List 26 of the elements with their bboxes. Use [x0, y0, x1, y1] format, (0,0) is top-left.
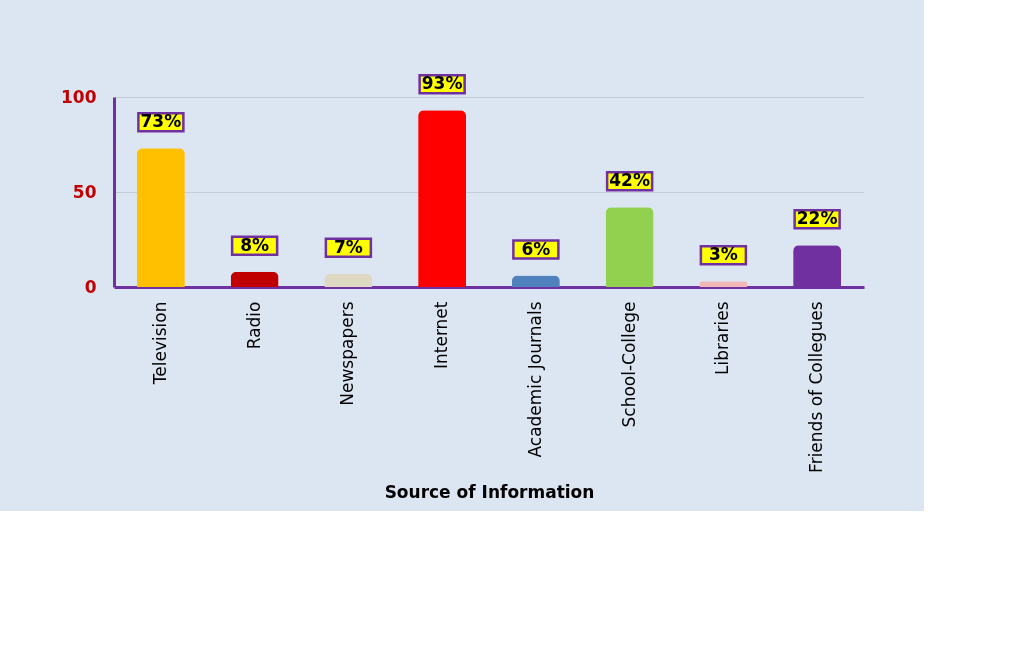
x-tick-label: Libraries — [712, 301, 733, 375]
x-tick-label: School-College — [618, 301, 639, 428]
bar — [230, 271, 279, 287]
data-label: 22% — [796, 208, 838, 229]
bar — [418, 110, 467, 287]
data-label: 93% — [421, 73, 463, 94]
data-label: 73% — [140, 111, 182, 132]
data-label: 42% — [609, 170, 650, 191]
x-tick-label: Academic Journals — [524, 301, 545, 458]
data-label: 3% — [708, 244, 738, 265]
x-tick-label: Friends of Collegues — [806, 301, 827, 473]
x-tick-label: Television — [149, 301, 170, 386]
x-axis-title: Source of Information — [384, 481, 595, 502]
bar — [511, 275, 560, 287]
bar — [136, 148, 185, 287]
bar — [605, 207, 654, 287]
bar — [324, 273, 373, 287]
y-tick-label: 50 — [72, 181, 97, 202]
x-tick-label: Newspapers — [337, 301, 358, 406]
x-tick-label: Radio — [243, 301, 264, 350]
x-tick-label: Internet — [431, 301, 452, 370]
y-tick-label: 100 — [61, 86, 97, 107]
data-label: 8% — [240, 234, 270, 255]
data-label: 6% — [521, 238, 551, 259]
data-label: 7% — [333, 236, 363, 257]
y-tick-label: 0 — [84, 276, 97, 297]
